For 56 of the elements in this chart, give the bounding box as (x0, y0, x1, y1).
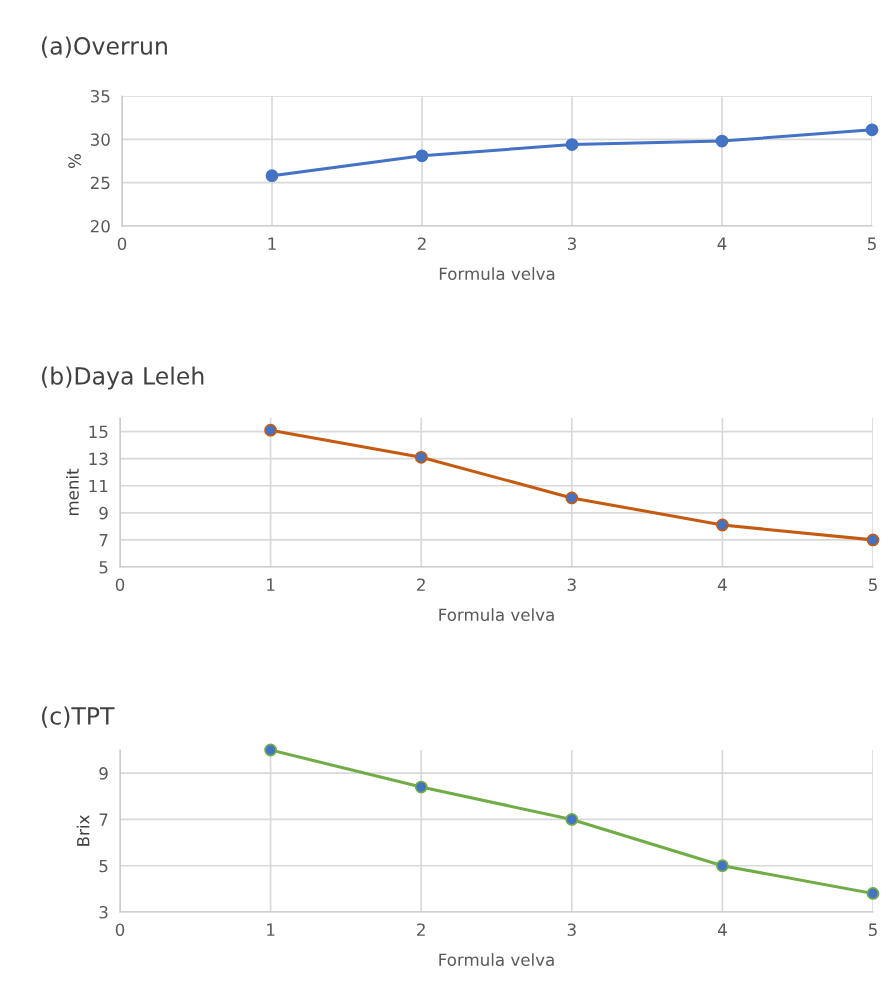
point (715, 134, 729, 148)
y-tick-label: 3 (99, 905, 108, 919)
point (565, 491, 579, 505)
x-tick-label: 2 (417, 237, 426, 250)
x-tick-label: 4 (717, 237, 727, 250)
point (866, 887, 880, 900)
chart-title: (b)Daya Leleh (42, 366, 204, 390)
x-axis-title: Formula velva (439, 267, 555, 281)
point (716, 859, 729, 873)
x-tick-label: 0 (115, 578, 125, 592)
y-tick-label: 11 (89, 479, 108, 493)
x-axis-title: Formula velva (439, 953, 554, 967)
point (865, 123, 879, 137)
point (264, 423, 277, 437)
x-tick-label: 1 (268, 237, 276, 250)
x-tick-label: 5 (868, 578, 877, 592)
y-tick-label: 7 (99, 534, 108, 547)
point (414, 780, 428, 794)
x-tick-label: 2 (417, 578, 425, 591)
point (866, 533, 880, 547)
y-tick-label: 35 (90, 89, 110, 103)
chart-title: (c)TPT (42, 706, 115, 728)
point (264, 743, 277, 757)
point (565, 138, 579, 151)
y-tick-label: 20 (90, 219, 110, 233)
x-tick-label: 0 (117, 237, 127, 251)
x-tick-label: 4 (717, 923, 727, 936)
point (415, 149, 429, 163)
x-axis-title: Formula velva (439, 608, 554, 622)
y-tick-label: 30 (90, 133, 110, 146)
y-tick-label: 9 (99, 767, 108, 780)
point (414, 450, 428, 464)
y-tick-label: 25 (90, 176, 110, 190)
y-tick-label: 7 (99, 813, 108, 826)
x-tick-label: 5 (867, 237, 876, 251)
x-tick-label: 5 (868, 923, 877, 937)
point (265, 169, 279, 183)
x-tick-label: 3 (567, 923, 576, 937)
x-tick-label: 1 (267, 578, 275, 591)
x-tick-label: 4 (717, 578, 727, 591)
y-tick-label: 5 (99, 561, 108, 574)
y-tick-label: 9 (99, 506, 108, 520)
x-tick-label: 3 (567, 578, 576, 592)
point (716, 518, 729, 532)
x-tick-label: 2 (417, 923, 425, 936)
y-axis-title: Brix (76, 815, 90, 846)
y-tick-label: 13 (89, 452, 108, 466)
y-tick-label: 15 (89, 425, 108, 439)
x-tick-label: 1 (267, 923, 275, 936)
chart-title: (a)Overrun (42, 36, 167, 58)
y-tick-label: 5 (99, 859, 108, 873)
x-tick-label: 3 (567, 237, 576, 251)
y-axis-title: menit (65, 468, 79, 516)
y-axis-title: % (68, 154, 81, 168)
x-tick-label: 0 (115, 923, 125, 937)
point (565, 813, 579, 826)
